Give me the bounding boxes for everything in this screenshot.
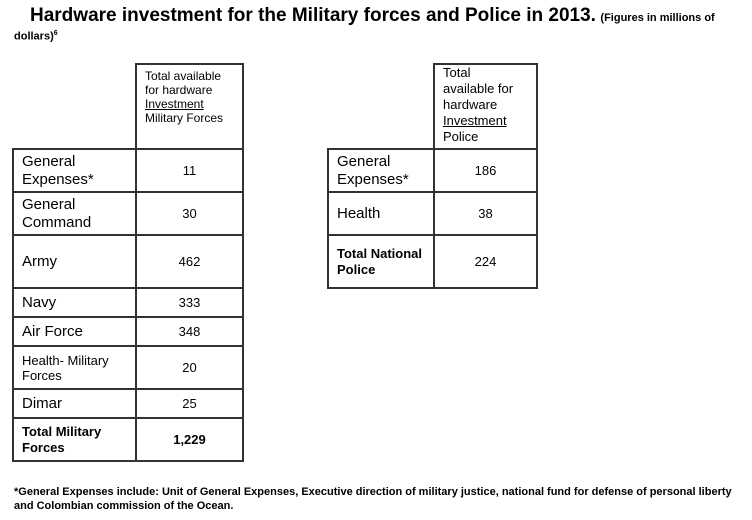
police-header: Total available for hardware Investment … (433, 63, 538, 150)
table-row-total: Total Military Forces 1,229 (12, 417, 244, 462)
table-row: Navy 333 (12, 287, 244, 318)
police-header-line: Total (443, 65, 471, 80)
row-value: 186 (433, 148, 538, 193)
row-value: 462 (135, 234, 244, 289)
military-header-line: Military Forces (145, 111, 224, 125)
row-label: Dimar (12, 388, 137, 419)
police-header-line: Police (443, 129, 479, 144)
row-value: 30 (135, 191, 244, 236)
title-units-note-cont: dollars) (14, 30, 54, 43)
table-row: Health 38 (327, 191, 538, 236)
row-label: General Expenses* (12, 148, 137, 193)
row-value: 11 (135, 148, 244, 193)
title-main: Hardware investment for the Military for… (30, 5, 596, 26)
row-label: Army (12, 234, 137, 289)
row-value: 333 (135, 287, 244, 318)
table-row: General Command 30 (12, 191, 244, 236)
police-header-line: hardware (443, 97, 498, 112)
row-label: General Expenses* (327, 148, 435, 193)
row-label: General Command (12, 191, 137, 236)
police-header-line: available for (443, 81, 514, 96)
footnote: *General Expenses include: Unit of Gener… (14, 486, 732, 512)
table-row: Air Force 348 (12, 316, 244, 347)
police-header-line: Investment (443, 113, 507, 128)
military-header: Total available for hardware Investment … (135, 63, 244, 150)
footnote-marker: 6 (53, 30, 58, 37)
row-value: 348 (135, 316, 244, 347)
table-row-total: Total National Police 224 (327, 234, 538, 289)
row-label: Health- Military Forces (12, 345, 137, 390)
title-units-note: (Figures in millions of (600, 12, 715, 24)
military-header-line: Investment (145, 97, 204, 111)
row-value: 38 (433, 191, 538, 236)
military-forces-table: Total available for hardware Investment … (12, 63, 244, 462)
table-row: Army 462 (12, 234, 244, 289)
page-title: Hardware investment for the Military for… (14, 6, 750, 47)
table-row: Dimar 25 (12, 388, 244, 419)
header-corner-empty (328, 64, 434, 149)
row-label: Navy (12, 287, 137, 318)
row-value: 25 (135, 388, 244, 419)
total-label: Total National Police (327, 234, 435, 289)
military-header-line: for hardware (145, 83, 213, 97)
total-value: 1,229 (135, 417, 244, 462)
total-label: Total Military Forces (12, 417, 137, 462)
row-label: Air Force (12, 316, 137, 347)
total-value: 224 (433, 234, 538, 289)
table-row: Health- Military Forces 20 (12, 345, 244, 390)
police-table: Total available for hardware Investment … (327, 63, 538, 289)
row-label: Health (327, 191, 435, 236)
table-row: General Expenses* 11 (12, 148, 244, 193)
row-value: 20 (135, 345, 244, 390)
military-header-line: Total available (145, 69, 222, 83)
table-row: General Expenses* 186 (327, 148, 538, 193)
header-corner-empty (13, 64, 136, 149)
